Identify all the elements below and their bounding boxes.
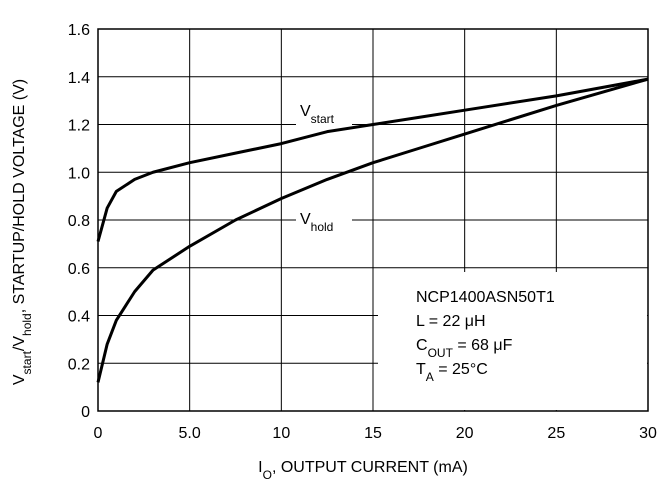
series-label-bg	[296, 204, 352, 234]
y-tick-label: 1.6	[68, 22, 90, 39]
series-label: Vhold	[300, 211, 333, 234]
annotation-line: NCP1400ASN50T1	[416, 289, 555, 306]
x-tick-label: 20	[456, 425, 474, 442]
annotation-line-part: C	[416, 337, 428, 354]
series-label-bg	[296, 96, 352, 126]
y-tick-label: 1.2	[68, 118, 90, 135]
y-axis-label-part: start	[20, 350, 34, 374]
x-tick-label: 0	[94, 425, 103, 442]
series-label: Vstart	[300, 103, 335, 126]
y-tick-label: 0.6	[68, 261, 90, 278]
x-axis-label-part: O	[263, 468, 272, 482]
series-label-part: start	[311, 112, 335, 126]
annotation-line: TA = 25°C	[416, 361, 488, 384]
y-tick-label: 0.8	[68, 213, 90, 230]
x-axis-label-part: , OUTPUT CURRENT (mA)	[272, 459, 468, 476]
annotation-line-part: = 68 μF	[453, 337, 513, 354]
y-tick-label: 0	[81, 404, 90, 421]
annotation-line-part: OUT	[428, 346, 454, 360]
annotation-box	[378, 272, 647, 410]
series-line	[96, 77, 649, 383]
y-tick-label: 0.2	[68, 356, 90, 373]
annotation-line-part: = 25°C	[434, 361, 488, 378]
series-line	[96, 77, 649, 242]
x-tick-label: 5.0	[179, 425, 201, 442]
x-axis-label: IO, OUTPUT CURRENT (mA)	[258, 459, 468, 482]
annotation-line-part: A	[426, 370, 434, 384]
y-axis-label: Vstart/Vhold, STARTUP/HOLD VOLTAGE (V)	[11, 79, 34, 385]
annotation-line-part: L = 22 μH	[416, 313, 486, 330]
y-tick-label: 0.4	[68, 309, 90, 326]
y-tick-label: 1.0	[68, 165, 90, 182]
x-tick-label: 30	[639, 425, 657, 442]
y-axis-label-part: /V	[11, 336, 28, 351]
series-label-part: V	[300, 211, 311, 228]
x-tick-label: 15	[364, 425, 382, 442]
annotation-line: COUT = 68 μF	[416, 337, 513, 360]
annotation-line-part: NCP1400ASN50T1	[416, 289, 555, 306]
plot-frame	[97, 28, 649, 412]
x-axis-label-part: I	[258, 459, 262, 476]
series-label-part: hold	[311, 220, 334, 234]
y-tick-label: 1.4	[68, 70, 90, 87]
y-axis-label-part: , STARTUP/HOLD VOLTAGE (V)	[11, 79, 28, 313]
y-axis-label-part: hold	[20, 313, 34, 336]
series-label-part: V	[300, 103, 311, 120]
y-axis-label-part: V	[11, 374, 28, 385]
annotation-line-part: T	[416, 361, 426, 378]
x-tick-label: 25	[547, 425, 565, 442]
x-tick-label: 10	[272, 425, 290, 442]
annotation-line: L = 22 μH	[416, 313, 486, 330]
